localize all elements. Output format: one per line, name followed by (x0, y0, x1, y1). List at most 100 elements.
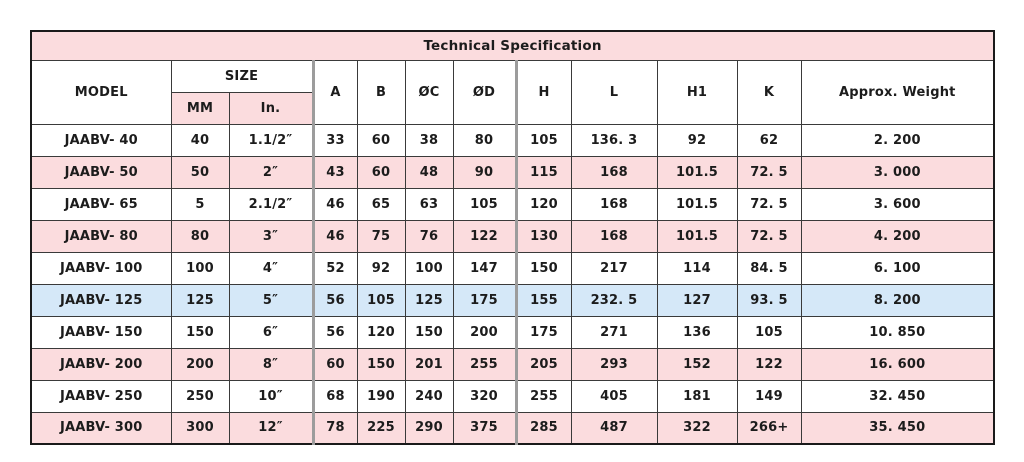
cell-model: JAABV- 125 (30, 283, 172, 317)
cell-od: 147 (452, 251, 517, 285)
cell-k: 105 (736, 315, 802, 349)
cell-h1: 101.5 (656, 219, 738, 253)
cell-oc: 38 (404, 123, 454, 157)
cell-oc: 100 (404, 251, 454, 285)
table-row: JAABV- 200 200 8″ 60 150 201 255 205 293 152 122 16… (30, 347, 995, 381)
cell-mm: 150 (170, 315, 230, 349)
col-header-oc: ØC (404, 59, 454, 125)
cell-in: 12″ (228, 411, 314, 445)
cell-weight: 3. 000 (800, 155, 995, 189)
cell-b: 92 (356, 251, 406, 285)
cell-mm: 5 (170, 187, 230, 221)
cell-oc: 240 (404, 379, 454, 413)
cell-h: 130 (514, 219, 572, 253)
cell-h: 150 (514, 251, 572, 285)
cell-k: 72. 5 (736, 155, 802, 189)
cell-od: 175 (452, 283, 517, 317)
cell-weight: 35. 450 (800, 411, 995, 445)
cell-weight: 32. 450 (800, 379, 995, 413)
cell-h: 105 (514, 123, 572, 157)
cell-od: 255 (452, 347, 517, 381)
cell-a: 33 (311, 123, 358, 157)
cell-od: 200 (452, 315, 517, 349)
cell-h: 285 (514, 411, 572, 445)
table-row: JAABV- 40 40 1.1/2″ 33 60 38 80 105 136. 3 92 62 2.… (30, 123, 995, 157)
cell-weight: 10. 850 (800, 315, 995, 349)
col-header-b: B (356, 59, 406, 125)
cell-b: 105 (356, 283, 406, 317)
cell-b: 60 (356, 155, 406, 189)
col-header-k: K (736, 59, 802, 125)
cell-a: 43 (311, 155, 358, 189)
cell-b: 150 (356, 347, 406, 381)
cell-oc: 76 (404, 219, 454, 253)
table-row: JAABV- 250 250 10″ 68 190 240 320 255 405 181 149 3… (30, 379, 995, 413)
cell-mm: 80 (170, 219, 230, 253)
cell-k: 72. 5 (736, 187, 802, 221)
cell-k: 149 (736, 379, 802, 413)
cell-l: 487 (570, 411, 658, 445)
cell-h1: 136 (656, 315, 738, 349)
cell-od: 90 (452, 155, 517, 189)
table-row: JAABV- 125 125 5″ 56 105 125 175 155 232. 5 127 93… (30, 283, 995, 317)
cell-model: JAABV- 300 (30, 411, 172, 445)
cell-b: 65 (356, 187, 406, 221)
cell-model: JAABV- 150 (30, 315, 172, 349)
col-header-od: ØD (452, 59, 517, 125)
cell-a: 46 (311, 219, 358, 253)
cell-a: 68 (311, 379, 358, 413)
cell-model: JAABV- 200 (30, 347, 172, 381)
cell-in: 5″ (228, 283, 314, 317)
cell-weight: 6. 100 (800, 251, 995, 285)
cell-k: 84. 5 (736, 251, 802, 285)
cell-oc: 125 (404, 283, 454, 317)
technical-specification-table: Technical Specification MODEL SIZE A B Ø… (30, 30, 996, 445)
cell-weight: 8. 200 (800, 283, 995, 317)
table-row: JAABV- 50 50 2″ 43 60 48 90 115 168 101.5 72. 5 3. … (30, 155, 995, 189)
cell-k: 72. 5 (736, 219, 802, 253)
cell-a: 60 (311, 347, 358, 381)
cell-in: 4″ (228, 251, 314, 285)
cell-k: 62 (736, 123, 802, 157)
cell-l: 136. 3 (570, 123, 658, 157)
cell-in: 10″ (228, 379, 314, 413)
cell-k: 122 (736, 347, 802, 381)
cell-model: JAABV- 250 (30, 379, 172, 413)
cell-l: 405 (570, 379, 658, 413)
cell-weight: 3. 600 (800, 187, 995, 221)
col-header-h1: H1 (656, 59, 738, 125)
cell-a: 56 (311, 315, 358, 349)
cell-h: 255 (514, 379, 572, 413)
col-header-size-group: SIZE (170, 59, 314, 93)
cell-model: JAABV- 65 (30, 187, 172, 221)
spec-sheet: Technical Specification MODEL SIZE A B Ø… (30, 30, 996, 445)
cell-h: 205 (514, 347, 572, 381)
cell-h1: 322 (656, 411, 738, 445)
cell-in: 2″ (228, 155, 314, 189)
cell-weight: 16. 600 (800, 347, 995, 381)
cell-k: 266+ (736, 411, 802, 445)
col-header-h: H (514, 59, 572, 125)
cell-mm: 125 (170, 283, 230, 317)
cell-od: 105 (452, 187, 517, 221)
col-header-weight: Approx. Weight (800, 59, 995, 125)
spec-table-body: JAABV- 40 40 1.1/2″ 33 60 38 80 105 136. 3 92 62 2.… (30, 123, 995, 445)
cell-mm: 200 (170, 347, 230, 381)
cell-od: 375 (452, 411, 517, 445)
cell-in: 6″ (228, 315, 314, 349)
cell-h1: 101.5 (656, 155, 738, 189)
cell-b: 60 (356, 123, 406, 157)
cell-mm: 250 (170, 379, 230, 413)
cell-l: 293 (570, 347, 658, 381)
cell-l: 168 (570, 187, 658, 221)
cell-weight: 2. 200 (800, 123, 995, 157)
table-row: JAABV- 150 150 6″ 56 120 150 200 175 271 136 105 10… (30, 315, 995, 349)
page-title: Technical Specification (30, 30, 995, 61)
col-header-model: MODEL (30, 59, 172, 125)
cell-h: 175 (514, 315, 572, 349)
table-row: JAABV- 80 80 3″ 46 75 76 122 130 168 101.5 72. 5 4.… (30, 219, 995, 253)
cell-h1: 127 (656, 283, 738, 317)
cell-od: 80 (452, 123, 517, 157)
header-row-1: MODEL SIZE A B ØC ØD H L H1 K Approx. We… (30, 59, 995, 125)
cell-model: JAABV- 100 (30, 251, 172, 285)
